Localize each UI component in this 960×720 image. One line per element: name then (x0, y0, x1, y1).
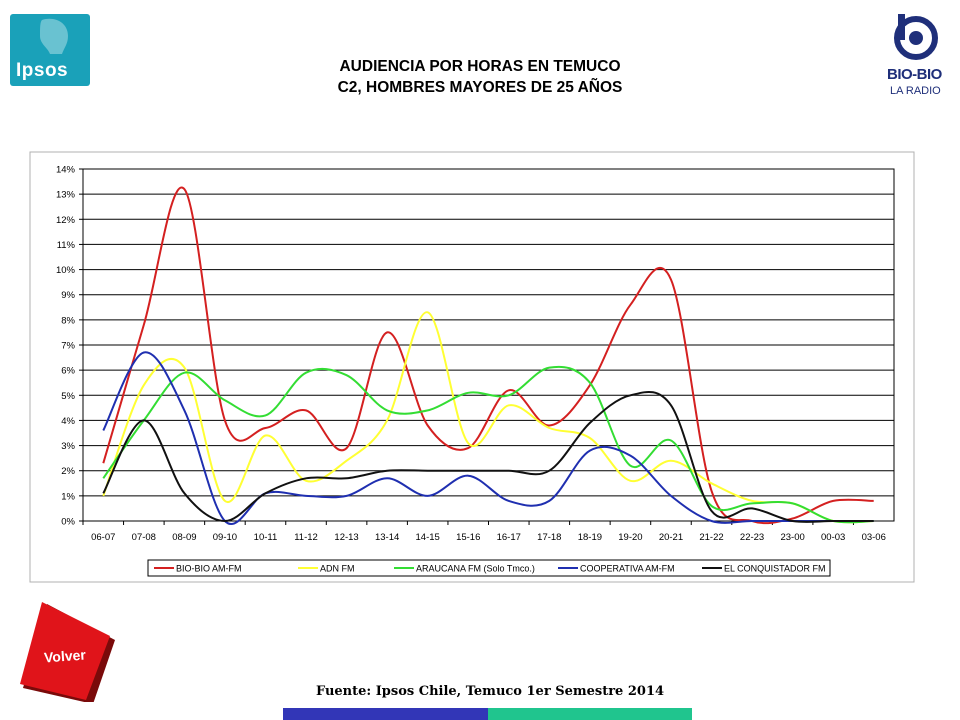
x-tick-label: 23-00 (780, 532, 804, 543)
y-tick-label: 3% (61, 441, 75, 452)
y-tick-label: 9% (61, 290, 75, 301)
series-line-1 (102, 311, 874, 524)
y-tick-label: 14% (56, 165, 76, 176)
x-tick-label: 20-21 (659, 532, 683, 543)
legend-entries: BIO-BIO AM-FM ADN FM ARAUCANA FM (Solo Tmc… (154, 564, 826, 574)
legend-label: ARAUCANA FM (Solo Tmco.) (416, 564, 535, 574)
x-tick-label: 19-20 (618, 532, 642, 543)
y-tick-label: 5% (61, 391, 75, 402)
series-line-0 (102, 186, 874, 525)
legend-label: ADN FM (320, 564, 355, 574)
y-tick-label: 13% (56, 190, 76, 201)
legend (147, 559, 831, 577)
y-tick-label: 1% (61, 491, 75, 502)
series-line-2 (102, 365, 874, 524)
volver-button[interactable] (20, 602, 120, 702)
x-tick-label: 06-07 (91, 532, 115, 543)
y-tick-label: 12% (56, 215, 76, 226)
x-tick-label: 11-12 (294, 532, 318, 543)
x-tick-label: 15-16 (456, 532, 480, 543)
series-line-3 (102, 351, 874, 525)
biobio-logo-text: BIO-BIO (887, 66, 942, 83)
x-tick-label: 17-18 (537, 532, 561, 543)
y-tick-label: 11% (57, 240, 76, 251)
x-tick-label: 12-13 (334, 532, 358, 543)
x-tick-label: 08-09 (172, 532, 196, 543)
legend-label: COOPERATIVA AM-FM (580, 564, 675, 574)
ipsos-logo: Ipsos (10, 14, 90, 86)
page-title: AUDIENCIA POR HORAS EN TEMUCO C2, HOMBRE… (250, 56, 710, 98)
footer-bar-blue (283, 708, 488, 720)
x-tick-label: 14-15 (416, 532, 440, 543)
y-axis-tick-labels: 0% 1% 2% 3% 4% 5% 6% 7% 8% 9% 10% 11% 12% 13% 14% (56, 165, 76, 528)
y-tick-label: 0% (61, 517, 75, 528)
y-tick-label: 7% (61, 341, 75, 352)
biobio-logo: BIO-BIO LA RADIO (884, 12, 950, 104)
x-axis-tick-labels: 06-07 07-08 08-09 09-10 10-11 11-12 12-13 13-14… (91, 532, 886, 543)
grid-lines (79, 168, 894, 525)
y-tick-label: 2% (61, 466, 75, 477)
x-tick-label: 03-06 (862, 532, 886, 543)
footer-bar-green (488, 708, 692, 720)
audience-line-chart: 0% 1% 2% 3% 4% 5% 6% 7% 8% 9% 10% 11% 12% 13% 14% 06-0… (29, 151, 915, 583)
source-note: Fuente: Ipsos Chile, Temuco 1er Semestre… (315, 684, 665, 699)
title-line-2: C2, HOMBRES MAYORES DE 25 AÑOS (337, 79, 623, 96)
biobio-b-icon (894, 14, 938, 60)
x-tick-label: 07-08 (132, 532, 156, 543)
x-tick-label: 10-11 (254, 532, 278, 543)
x-tick-label: 21-22 (699, 532, 723, 543)
x-tick-label: 16-17 (497, 532, 521, 543)
biobio-logo-subtext: LA RADIO (890, 85, 941, 97)
y-tick-label: 10% (56, 265, 76, 276)
series-lines (102, 186, 874, 525)
title-line-1: AUDIENCIA POR HORAS EN TEMUCO (339, 58, 621, 75)
x-tick-label: 22-23 (740, 532, 764, 543)
legend-label: EL CONQUISTADOR FM (724, 564, 826, 574)
x-tick-label: 18-19 (578, 532, 602, 543)
x-tick-label: 13-14 (375, 532, 399, 543)
y-tick-label: 6% (61, 366, 75, 377)
y-tick-label: 4% (61, 416, 75, 427)
ipsos-head-icon (40, 18, 68, 54)
ipsos-logo-text: Ipsos (16, 60, 69, 81)
series-line-4 (102, 391, 874, 523)
x-tick-label: 00-03 (821, 532, 845, 543)
volver-button-label[interactable]: Volver (43, 646, 87, 666)
y-tick-label: 8% (61, 315, 75, 326)
legend-label: BIO-BIO AM-FM (176, 564, 242, 574)
x-tick-label: 09-10 (213, 532, 237, 543)
